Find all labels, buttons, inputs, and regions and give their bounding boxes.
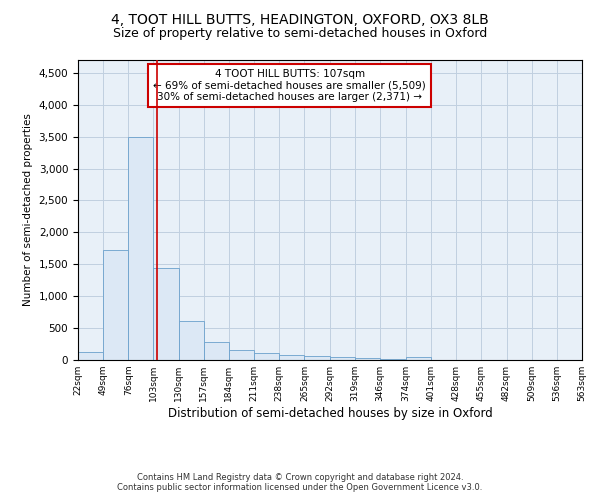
X-axis label: Distribution of semi-detached houses by size in Oxford: Distribution of semi-detached houses by … — [167, 407, 493, 420]
Bar — [254, 354, 279, 360]
Text: Size of property relative to semi-detached houses in Oxford: Size of property relative to semi-detach… — [113, 28, 487, 40]
Bar — [154, 268, 179, 360]
Text: Contains HM Land Registry data © Crown copyright and database right 2024.
Contai: Contains HM Land Registry data © Crown c… — [118, 473, 482, 492]
Bar — [179, 321, 204, 360]
Bar — [329, 357, 355, 360]
Text: 4 TOOT HILL BUTTS: 107sqm
← 69% of semi-detached houses are smaller (5,509)
30% : 4 TOOT HILL BUTTS: 107sqm ← 69% of semi-… — [154, 69, 426, 102]
Bar — [204, 342, 229, 360]
Bar — [103, 250, 128, 360]
Y-axis label: Number of semi-detached properties: Number of semi-detached properties — [23, 114, 33, 306]
Text: 4, TOOT HILL BUTTS, HEADINGTON, OXFORD, OX3 8LB: 4, TOOT HILL BUTTS, HEADINGTON, OXFORD, … — [111, 12, 489, 26]
Bar — [279, 354, 304, 360]
Bar — [229, 350, 254, 360]
Bar — [304, 356, 329, 360]
Bar — [406, 358, 431, 360]
Bar — [78, 352, 103, 360]
Bar — [355, 358, 380, 360]
Bar — [128, 136, 154, 360]
